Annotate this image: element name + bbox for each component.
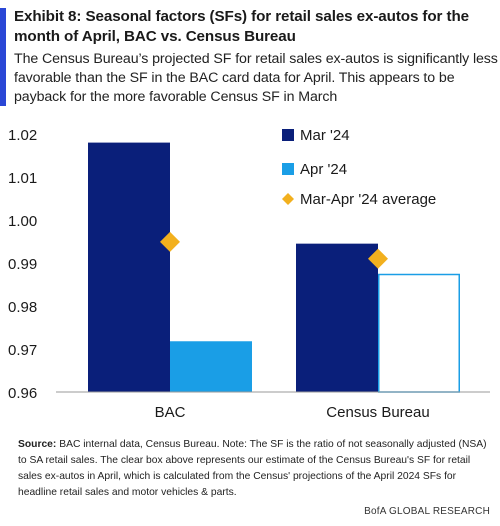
bar-mar-bac [88, 142, 170, 392]
source-text: BAC internal data, Census Bureau. Note: … [18, 439, 487, 498]
y-tick-label: 1.00 [8, 213, 37, 230]
bars [88, 142, 460, 393]
source-note: Source: BAC internal data, Census Bureau… [18, 437, 492, 501]
bar-mar-census [296, 243, 378, 392]
bar-apr-bac [170, 341, 252, 392]
x-category-label: Census Bureau [326, 404, 429, 421]
exhibit-title: Exhibit 8: Seasonal factors (SFs) for re… [14, 8, 469, 45]
y-tick-label: 1.01 [8, 170, 37, 187]
average-diamond-marker [160, 231, 180, 252]
legend-swatch [282, 129, 294, 141]
legend-swatch-diamond [282, 193, 294, 205]
y-tick-label: 0.97 [8, 342, 37, 359]
legend: Mar '24 Apr '24 Mar-Apr '24 average [282, 127, 436, 208]
legend-label: Mar-Apr '24 average [300, 191, 436, 208]
legend-label: Mar '24 [300, 127, 350, 144]
title-accent-bar [0, 8, 6, 106]
chart: 0.96 0.97 0.98 0.99 1.00 1.01 1.02 BAC Census B… [8, 127, 490, 421]
x-category-label: BAC [155, 404, 186, 421]
legend-swatch [282, 163, 294, 175]
average-markers [160, 231, 388, 269]
y-tick-label: 0.98 [8, 299, 37, 316]
bar-apr-census [378, 273, 460, 393]
legend-label: Apr '24 [300, 161, 347, 178]
brand-label: BofA GLOBAL RESEARCH [364, 506, 490, 517]
x-axis-labels: BAC Census Bureau [155, 404, 430, 421]
y-tick-label: 0.96 [8, 385, 37, 402]
exhibit-subtitle: The Census Bureau’s projected SF for ret… [14, 51, 498, 105]
average-diamond-marker [368, 248, 388, 269]
source-label: Source: [18, 439, 57, 450]
y-tick-label: 1.02 [8, 127, 37, 144]
y-tick-label: 0.99 [8, 256, 37, 273]
y-axis: 0.96 0.97 0.98 0.99 1.00 1.01 1.02 [8, 127, 37, 402]
